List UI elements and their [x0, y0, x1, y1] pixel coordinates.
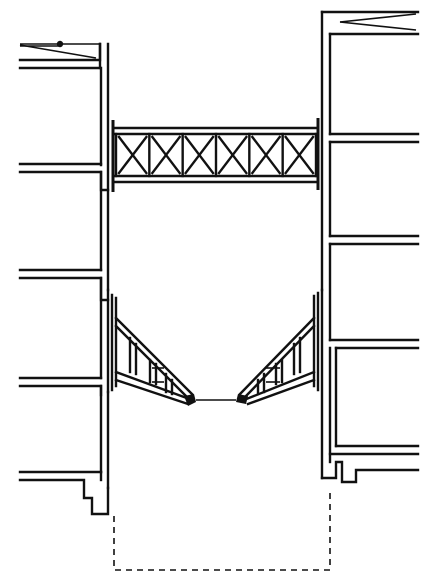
right-angled-strut: [236, 291, 320, 406]
truss-diagonal: [250, 135, 282, 175]
left-angled-strut: [110, 293, 196, 406]
left-basement: [18, 384, 110, 516]
truss-diagonal: [183, 135, 215, 175]
lower-angled-struts: [110, 291, 320, 406]
truss-diagonal: [283, 135, 315, 175]
left-floor-1: [18, 162, 110, 192]
right-floor-2: [328, 234, 420, 342]
right-basement: [320, 346, 420, 484]
right-floor-3: [320, 288, 420, 480]
left-roof: [18, 40, 102, 70]
truss-diagonal: [150, 135, 182, 175]
left-floor-2: [18, 170, 110, 302]
right-floor-1: [328, 132, 420, 238]
right-building-section: [320, 10, 420, 484]
right-roof: [320, 10, 420, 292]
truss-diagonal: [217, 135, 249, 175]
left-floor-3: [18, 276, 110, 397]
upper-truss-bridge: [111, 118, 320, 192]
truss-diagonal: [117, 135, 149, 175]
roof-vent-dot: [56, 40, 64, 48]
excavation-outline: [113, 488, 331, 571]
left-building-section: [18, 40, 110, 516]
truss-web: [114, 132, 318, 178]
